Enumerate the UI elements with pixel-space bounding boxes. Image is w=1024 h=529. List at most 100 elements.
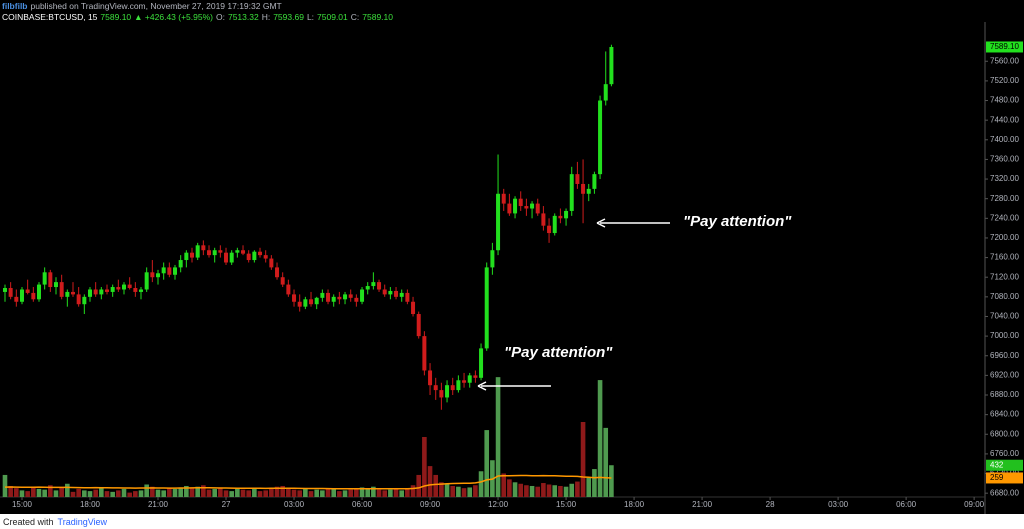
candle-body (433, 385, 438, 391)
ohlc-label: H: (261, 12, 271, 22)
volume-bar (257, 491, 263, 497)
volume-bar (150, 486, 155, 497)
candle-body (473, 375, 478, 378)
candle (382, 284, 387, 297)
candle-body (122, 284, 127, 290)
volume-bar (127, 492, 132, 497)
volume-bar (467, 487, 473, 497)
y-tick-label: 6840.00 (990, 410, 1019, 419)
candle (309, 291, 314, 307)
brand-link[interactable]: TradingView (57, 516, 108, 527)
candle (479, 343, 484, 381)
x-tick-label: 06:00 (352, 500, 373, 509)
x-tick-label: 15:00 (556, 500, 577, 509)
volume-bar (99, 488, 104, 497)
candle-body (258, 251, 263, 256)
candle (70, 282, 75, 297)
candle (348, 289, 353, 302)
candle (76, 287, 81, 307)
volume-bar (206, 489, 212, 497)
candle (127, 277, 132, 290)
ohlc-value: 7513.32 (227, 12, 259, 22)
candle (535, 198, 540, 216)
volume-bar (178, 487, 183, 497)
candle-body (467, 375, 472, 383)
candle-body (25, 289, 30, 293)
price: 7589.10 (100, 12, 132, 22)
volume-bar (280, 485, 285, 497)
candle (292, 289, 297, 307)
volume-bar (320, 490, 325, 497)
volume-bar (416, 474, 422, 497)
volume-bar (439, 482, 444, 497)
candle-body (2, 288, 7, 292)
candle (212, 247, 217, 263)
candle-body (93, 289, 98, 295)
candle (320, 289, 325, 302)
candle (603, 51, 608, 106)
x-tick-label: 12:00 (488, 500, 509, 509)
candle-body (575, 174, 580, 184)
candle (190, 247, 195, 263)
candle (116, 279, 121, 292)
candle-body (105, 289, 110, 292)
candle (609, 44, 614, 87)
volume-bar (592, 469, 597, 497)
change: ▲ +426.43 (+5.95%) (134, 12, 213, 22)
header-line: filbfilb published on TradingView.com, N… (2, 1, 282, 11)
volume-bar (382, 490, 388, 497)
volume-bar (184, 485, 189, 497)
volume-bar (274, 486, 280, 497)
axis-tag-label: 259 (990, 473, 1004, 482)
candle (337, 291, 342, 305)
volume-bar (189, 488, 195, 497)
y-tick-label: 7080.00 (990, 292, 1019, 301)
candle (496, 154, 501, 256)
volume-bar (59, 487, 64, 497)
y-tick-label: 7200.00 (990, 233, 1019, 242)
candle (269, 255, 274, 270)
candle-body (36, 284, 41, 300)
candle-body (569, 174, 574, 211)
candle-body (218, 250, 223, 253)
volume-bar (456, 486, 461, 497)
candle (14, 289, 19, 307)
candle (433, 377, 438, 400)
candle-body (586, 188, 591, 194)
candle (377, 279, 382, 292)
ohlc-label: L: (306, 12, 315, 22)
volume-bar (444, 483, 450, 497)
candle (462, 372, 467, 388)
candle (558, 208, 563, 224)
candle-body (167, 267, 172, 275)
candle (507, 193, 512, 216)
volume-bar (48, 485, 53, 497)
candle-body (450, 385, 455, 391)
volume-bar (240, 489, 246, 497)
candle-body (235, 250, 240, 253)
candle (178, 255, 183, 273)
candle-body (173, 267, 178, 275)
volume-bar (433, 474, 439, 497)
candle-body (518, 198, 523, 207)
candle (48, 269, 53, 292)
volume-bar (263, 490, 268, 497)
volume-bar (110, 491, 115, 497)
axis-tag (986, 459, 1023, 471)
chart: 6680.006720.006760.006800.006840.006880.… (0, 22, 1023, 514)
volume-bar (172, 488, 178, 497)
candle (263, 250, 268, 263)
candle (467, 372, 472, 388)
candle (575, 161, 580, 189)
candle (547, 218, 552, 243)
volume-bar (144, 484, 149, 497)
candle (59, 274, 64, 300)
volume-bar (314, 489, 319, 497)
volume-bar (218, 487, 223, 497)
candle-body (116, 287, 121, 290)
volume-bar (252, 488, 257, 497)
footer: Created with TradingView (0, 514, 1024, 529)
y-tick-label: 7440.00 (990, 115, 1019, 124)
candle-body (343, 294, 348, 300)
volume-bar (76, 488, 81, 497)
